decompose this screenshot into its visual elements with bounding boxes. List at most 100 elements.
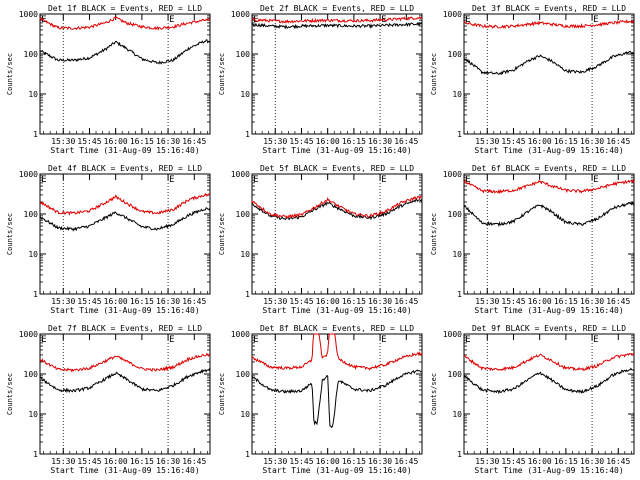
x-tick-label: 15:45 bbox=[289, 137, 313, 146]
x-axis-label: Start Time (31-Aug-09 15:16:40) bbox=[474, 466, 623, 475]
y-axis-label: Counts/sec bbox=[6, 53, 14, 95]
y-tick-label: 1 bbox=[33, 290, 38, 299]
y-tick-label: 10 bbox=[452, 410, 462, 419]
lld-line bbox=[251, 195, 423, 219]
marker-label: E bbox=[253, 175, 258, 185]
x-tick-label: 16:30 bbox=[156, 297, 180, 306]
x-tick-label: 16:15 bbox=[554, 297, 578, 306]
y-axis-label: Counts/sec bbox=[430, 373, 438, 415]
marker-label: E bbox=[253, 335, 258, 345]
plot-frame bbox=[39, 13, 211, 135]
x-tick-label: 15:30 bbox=[263, 137, 287, 146]
y-tick-label: 100 bbox=[448, 50, 463, 59]
panel-4: Det 4f BLACK = Events, RED = LLD 1000 100 1… bbox=[6, 164, 211, 315]
lld-line bbox=[39, 192, 211, 216]
y-tick-label: 1000 bbox=[231, 10, 250, 19]
x-tick-label: 15:30 bbox=[51, 457, 75, 466]
y-tick-label: 10 bbox=[240, 250, 250, 259]
lld-line bbox=[251, 333, 423, 371]
x-tick-label: 16:15 bbox=[130, 297, 154, 306]
panel-title: Det 6f BLACK = Events, RED = LLD bbox=[472, 164, 626, 173]
x-axis-label: Start Time (31-Aug-09 15:16:40) bbox=[262, 466, 411, 475]
x-tick-label: 16:45 bbox=[606, 137, 630, 146]
x-tick-label: 16:45 bbox=[182, 137, 206, 146]
plot-frame bbox=[39, 333, 211, 455]
panel-title: Det 2f BLACK = Events, RED = LLD bbox=[260, 4, 414, 13]
x-tick-label: 15:30 bbox=[475, 457, 499, 466]
y-tick-label: 10 bbox=[28, 90, 38, 99]
x-tick-label: 16:00 bbox=[528, 297, 552, 306]
panel-title: Det 4f BLACK = Events, RED = LLD bbox=[48, 164, 202, 173]
y-tick-label: 10 bbox=[28, 250, 38, 259]
panel-3: Det 3f BLACK = Events, RED = LLD 1000 100 1… bbox=[430, 4, 635, 155]
y-tick-label: 100 bbox=[448, 210, 463, 219]
x-tick-label: 16:00 bbox=[316, 137, 340, 146]
x-tick-label: 16:15 bbox=[130, 457, 154, 466]
x-tick-label: 16:30 bbox=[156, 137, 180, 146]
x-tick-label: 16:30 bbox=[368, 457, 392, 466]
y-axis-label: Counts/sec bbox=[6, 213, 14, 255]
lld-line bbox=[39, 16, 211, 31]
x-tick-label: 16:30 bbox=[580, 137, 604, 146]
x-axis-label: Start Time (31-Aug-09 15:16:40) bbox=[50, 146, 199, 155]
x-tick-label: 16:00 bbox=[104, 137, 128, 146]
y-axis-label: Counts/sec bbox=[218, 53, 226, 95]
events-line bbox=[39, 39, 211, 65]
x-tick-label: 16:45 bbox=[394, 457, 418, 466]
y-tick-label: 100 bbox=[24, 50, 39, 59]
marker-label: E bbox=[381, 175, 386, 185]
x-tick-label: 16:00 bbox=[528, 137, 552, 146]
y-tick-label: 1 bbox=[33, 130, 38, 139]
lld-line bbox=[463, 352, 635, 372]
y-tick-label: 1 bbox=[245, 450, 250, 459]
x-tick-label: 16:45 bbox=[606, 297, 630, 306]
x-axis-label: Start Time (31-Aug-09 15:16:40) bbox=[474, 306, 623, 315]
events-line bbox=[251, 21, 423, 30]
x-tick-label: 16:45 bbox=[182, 297, 206, 306]
x-tick-label: 15:45 bbox=[77, 137, 101, 146]
y-tick-label: 1 bbox=[457, 290, 462, 299]
y-tick-label: 1 bbox=[245, 130, 250, 139]
y-axis-label: Counts/sec bbox=[430, 53, 438, 95]
plot-frame bbox=[251, 13, 423, 135]
y-axis-label: Counts/sec bbox=[6, 373, 14, 415]
y-tick-label: 1000 bbox=[19, 170, 38, 179]
events-line bbox=[251, 198, 423, 221]
y-tick-label: 1000 bbox=[19, 10, 38, 19]
x-tick-label: 16:00 bbox=[104, 297, 128, 306]
panel-title: Det 8f BLACK = Events, RED = LLD bbox=[260, 324, 414, 333]
x-tick-label: 16:45 bbox=[394, 297, 418, 306]
x-tick-label: 16:30 bbox=[580, 457, 604, 466]
marker-label: E bbox=[169, 175, 174, 185]
y-axis-label: Counts/sec bbox=[218, 213, 226, 255]
y-tick-label: 100 bbox=[236, 50, 251, 59]
plot-frame bbox=[251, 173, 423, 295]
x-tick-label: 15:30 bbox=[263, 457, 287, 466]
marker-label: E bbox=[381, 15, 386, 25]
panel-title: Det 3f BLACK = Events, RED = LLD bbox=[472, 4, 626, 13]
x-axis-label: Start Time (31-Aug-09 15:16:40) bbox=[262, 306, 411, 315]
x-tick-label: 16:15 bbox=[554, 137, 578, 146]
x-tick-label: 16:15 bbox=[554, 457, 578, 466]
lld-line bbox=[251, 16, 423, 24]
y-tick-label: 1 bbox=[457, 130, 462, 139]
lld-line bbox=[463, 178, 635, 195]
panel-1: Det 1f BLACK = Events, RED = LLD 1000 100 1… bbox=[6, 4, 211, 155]
x-tick-label: 15:45 bbox=[501, 137, 525, 146]
y-tick-label: 1000 bbox=[231, 330, 250, 339]
y-tick-label: 1000 bbox=[19, 330, 38, 339]
panel-title: Det 7f BLACK = Events, RED = LLD bbox=[48, 324, 202, 333]
x-tick-label: 16:45 bbox=[606, 457, 630, 466]
panel-2: Det 2f BLACK = Events, RED = LLD 1000 100 1… bbox=[218, 4, 423, 155]
y-tick-label: 1000 bbox=[231, 170, 250, 179]
x-tick-label: 15:30 bbox=[51, 137, 75, 146]
plot-frame bbox=[463, 333, 635, 455]
marker-label: E bbox=[41, 335, 46, 345]
x-tick-label: 16:45 bbox=[394, 137, 418, 146]
y-axis-label: Counts/sec bbox=[430, 213, 438, 255]
y-tick-label: 10 bbox=[240, 410, 250, 419]
y-tick-label: 100 bbox=[24, 210, 39, 219]
marker-label: E bbox=[593, 15, 598, 25]
marker-label: E bbox=[41, 175, 46, 185]
panel-title: Det 9f BLACK = Events, RED = LLD bbox=[472, 324, 626, 333]
